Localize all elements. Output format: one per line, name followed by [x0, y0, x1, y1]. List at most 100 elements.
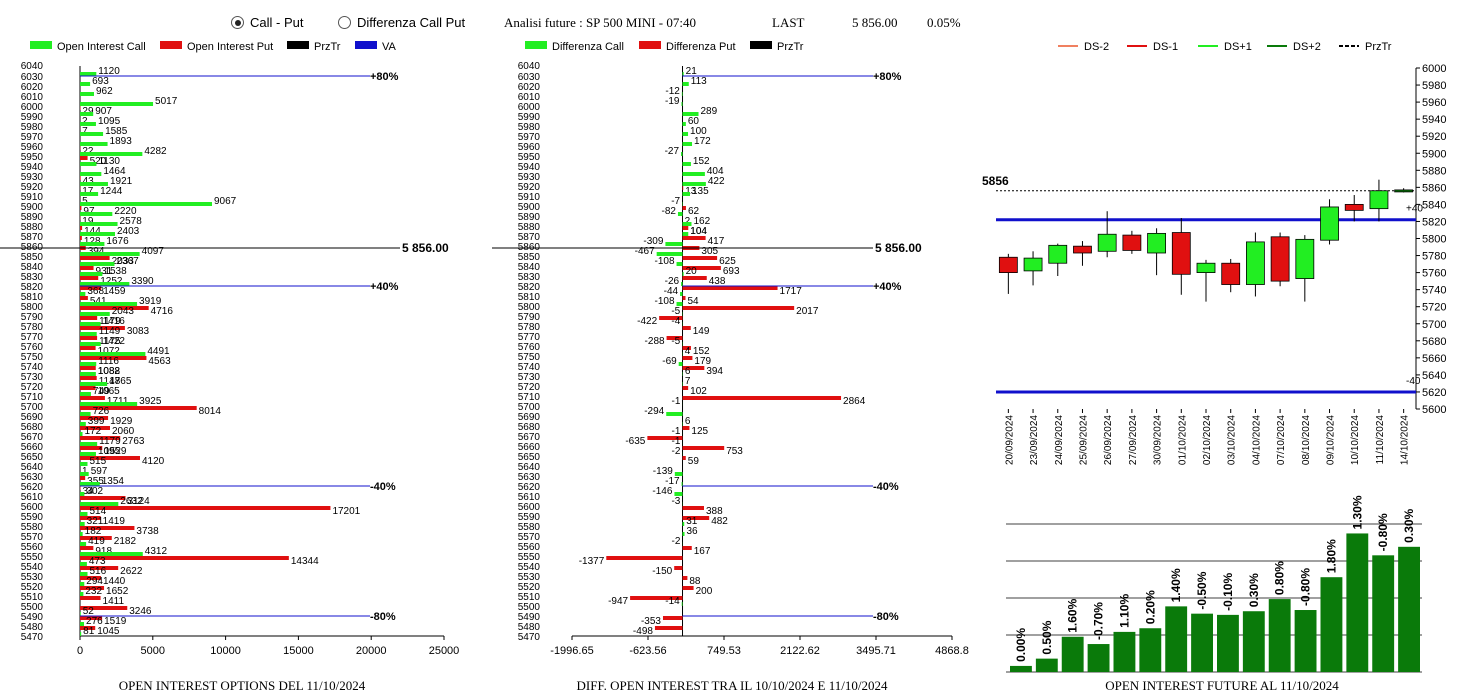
put-bar	[80, 256, 110, 260]
y-tick-label: 5940	[1422, 114, 1446, 126]
call-value-label: -1	[672, 396, 681, 407]
put-bar	[80, 416, 109, 420]
put-value-label: 2763	[122, 436, 145, 447]
call-bar	[80, 392, 91, 396]
strike-label: 5890	[518, 212, 541, 223]
put-value-label: 438	[709, 276, 726, 287]
call-value-label: 1921	[110, 176, 133, 187]
put-value-label: 14344	[291, 556, 319, 567]
y-tick-label: 5680	[1422, 336, 1446, 348]
strike-label: 5980	[21, 122, 44, 133]
put-bar	[682, 396, 842, 400]
call-value-label: -19	[665, 96, 680, 107]
put-value-label: 305	[701, 246, 718, 257]
strike-label: 5520	[21, 582, 44, 593]
call-value-label: 276	[86, 616, 103, 627]
call-value-label: -7	[671, 196, 680, 207]
legend-label: Open Interest Call	[57, 41, 146, 53]
call-value-label: -108	[655, 296, 675, 307]
call-bar	[80, 532, 83, 536]
y-tick-label: 5800	[1422, 234, 1446, 246]
strike-label: 5670	[21, 432, 44, 443]
strike-label: 5830	[21, 272, 44, 283]
y-tick-label: 5620	[1422, 387, 1446, 399]
call-bar	[80, 302, 138, 306]
call-value-label: 399	[88, 416, 105, 427]
put-value-label: 59	[688, 456, 700, 467]
put-value-label: 4120	[142, 456, 165, 467]
strike-label: 5570	[21, 532, 44, 543]
strike-label: 5530	[21, 572, 44, 583]
call-value-label: 1538	[104, 266, 127, 277]
oi-bar	[1061, 636, 1084, 672]
call-value-label: 473	[89, 556, 106, 567]
put-value-label: 3124	[127, 496, 150, 507]
call-bar	[80, 72, 97, 76]
put-value-label: 17	[82, 186, 94, 197]
y-tick-label: 5780	[1422, 251, 1446, 263]
call-value-label: 422	[708, 176, 725, 187]
call-value-label: 726	[93, 406, 110, 417]
call-value-label: -14	[665, 596, 680, 607]
candle-body	[1122, 234, 1142, 251]
put-value-label: 13	[685, 186, 697, 197]
put-bar	[682, 186, 684, 190]
call-bar	[678, 362, 683, 366]
put-value-label: 2033	[112, 256, 135, 267]
legend-swatch	[750, 41, 772, 49]
strike-label: 5490	[21, 612, 44, 623]
call-bar	[674, 492, 683, 496]
strike-label: 5950	[21, 152, 44, 163]
call-value-label: 4491	[147, 346, 170, 357]
strike-label: 5650	[518, 452, 541, 463]
put-value-label: 1179	[99, 316, 121, 327]
put-value-label: 1419	[103, 516, 126, 527]
oi-bar-label: 0.00%	[1014, 628, 1028, 662]
call-value-label: -5	[671, 306, 680, 317]
oi-future-chart: 0.00% 0.50% 1.60% -0.70% 1.10% 0.20% 1.40% -0.5…	[1006, 495, 1422, 693]
call-value-label: -4	[671, 316, 680, 327]
strike-label: 5690	[21, 412, 44, 423]
put-bar	[606, 556, 683, 560]
put-bar	[80, 306, 149, 310]
put-value-label: 355	[87, 476, 104, 487]
call-bar	[681, 482, 683, 486]
call-bar	[80, 622, 85, 626]
percent-level-label: +80%	[873, 71, 902, 83]
y-tick-label: 5920	[1422, 131, 1446, 143]
candle-body	[1048, 244, 1068, 264]
legend-label: DS+1	[1224, 41, 1252, 53]
strike-label: 5500	[21, 602, 44, 613]
call-bar	[80, 422, 86, 426]
oi-bar-label: 1.60%	[1066, 598, 1080, 632]
strike-label: 6000	[518, 102, 541, 113]
call-value-label: 113	[691, 76, 707, 87]
call-bar	[80, 272, 103, 276]
call-bar	[682, 72, 684, 76]
call-bar	[80, 282, 130, 286]
call-bar	[80, 152, 143, 156]
put-bar	[682, 506, 704, 510]
legend-label: PrzTr	[314, 41, 341, 53]
strike-label: 5730	[21, 372, 44, 383]
legend-swatch	[355, 41, 377, 49]
put-value-label: 5	[82, 196, 88, 207]
radio-diff-label: Differenza Call Put	[357, 15, 466, 30]
date-label: 25/09/2024	[1078, 415, 1089, 465]
strike-label: 5660	[518, 442, 541, 453]
strike-label: 5480	[21, 622, 44, 633]
put-value-label: 1519	[104, 616, 127, 627]
call-bar	[80, 132, 104, 136]
put-value-label: 19	[82, 216, 94, 227]
call-bar	[80, 502, 119, 506]
strike-label: 5650	[21, 452, 44, 463]
put-value-label: -353	[641, 616, 661, 627]
call-bar	[80, 522, 85, 526]
call-value-label: 4097	[142, 246, 165, 257]
call-bar	[681, 152, 683, 156]
date-label: 01/10/2024	[1177, 415, 1188, 465]
radio-diff[interactable]: Differenza Call Put	[338, 15, 465, 30]
strike-label: 5950	[518, 152, 541, 163]
radio-call-put[interactable]: Call - Put	[231, 15, 303, 30]
strike-label: 5530	[518, 572, 541, 583]
